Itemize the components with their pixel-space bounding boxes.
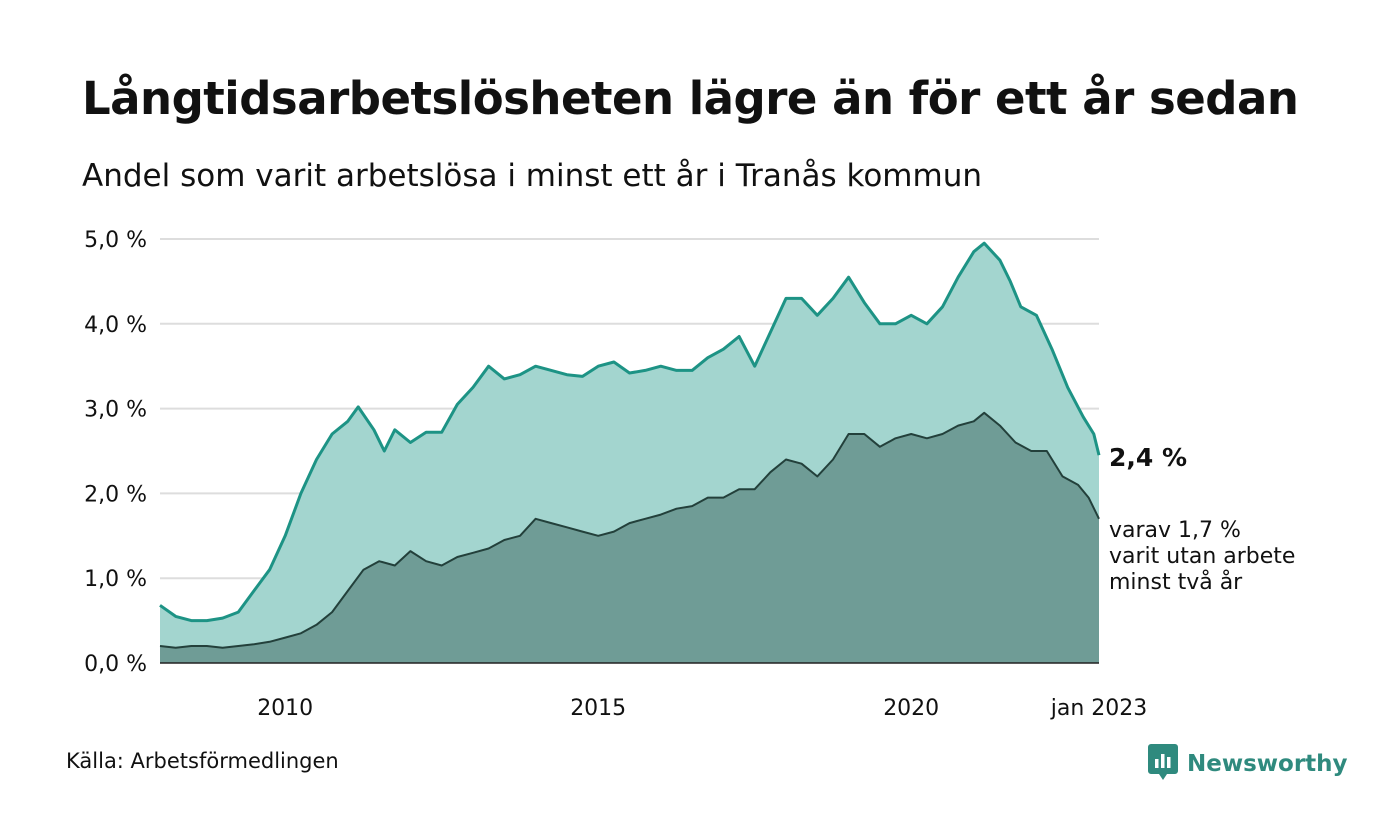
series-line-sub xyxy=(159,411,1100,649)
y-tick-label: 2,0 % xyxy=(84,482,147,507)
series-areas xyxy=(159,241,1101,664)
end-label-sub: minst två år xyxy=(1109,569,1243,595)
y-tick-label: 0,0 % xyxy=(84,652,147,677)
x-tick-label: 2015 xyxy=(570,696,626,721)
y-tick-label: 5,0 % xyxy=(84,228,147,253)
series-area-sub xyxy=(160,412,1099,663)
brand-name: Newsworthy xyxy=(1187,751,1348,777)
x-tick-label: 2020 xyxy=(883,696,939,721)
series-line-main xyxy=(159,241,1101,623)
chart-title: Långtidsarbetslösheten lägre än för ett … xyxy=(82,72,1299,125)
source-text: Källa: Arbetsförmedlingen xyxy=(66,749,339,773)
x-tick-label: jan 2023 xyxy=(1050,696,1148,721)
end-label-sub: varav 1,7 % xyxy=(1109,518,1241,543)
y-axis: 0,0 % 1,0 % 2,0 % 3,0 % 4,0 % 5,0 % xyxy=(84,228,147,677)
y-tick-label: 3,0 % xyxy=(84,398,147,423)
bar-chart-icon xyxy=(1148,744,1178,784)
y-tick-label: 1,0 % xyxy=(84,567,147,592)
x-tick-label: 2010 xyxy=(257,696,313,721)
brand-logo[interactable]: Newsworthy xyxy=(1148,744,1348,784)
end-label-sub: varit utan arbete xyxy=(1109,544,1295,569)
end-label-main: 2,4 % xyxy=(1109,443,1187,472)
x-axis: 2010 2015 2020 jan 2023 xyxy=(257,696,1147,721)
y-tick-label: 4,0 % xyxy=(84,313,147,338)
chart-subtitle: Andel som varit arbetslösa i minst ett å… xyxy=(82,158,982,194)
